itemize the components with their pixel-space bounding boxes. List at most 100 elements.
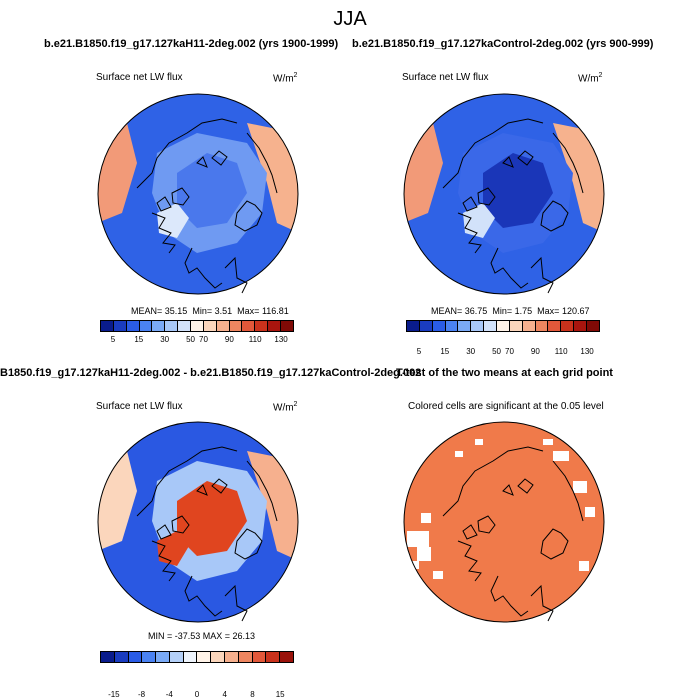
colorbar-bin xyxy=(238,652,253,662)
colorbar-bin xyxy=(183,652,198,662)
greenland-field xyxy=(157,203,189,238)
colorbar-bin xyxy=(432,321,446,331)
colorbar-bin xyxy=(509,321,523,331)
colorbar-bin xyxy=(242,321,256,331)
panel-1-stats: MEAN= 35.15 Min= 3.51 Max= 116.81 xyxy=(131,306,289,316)
colorbar-tick-label: 90 xyxy=(224,335,234,344)
colorbar-tick-label: 15 xyxy=(275,690,285,699)
panel-3-title: B1850.f19_g17.127kaH11-2deg.002 - b.e21.… xyxy=(0,367,422,379)
colorbar-bin xyxy=(114,652,129,662)
panel-3-units: W/m2 xyxy=(273,401,298,414)
panel-2-stats: MEAN= 36.75 Min= 1.75 Max= 120.67 xyxy=(431,306,590,316)
colorbar-bin xyxy=(113,321,127,331)
non-significant-cell xyxy=(475,439,483,445)
colorbar-tick-label: -15 xyxy=(108,690,120,699)
panel-1-colorbar-ticks: 5 15 30 50 70 90 110 130 xyxy=(100,333,294,345)
colorbar-tick-label: 30 xyxy=(160,335,170,344)
colorbar-bin xyxy=(252,652,267,662)
colorbar-bin xyxy=(280,652,293,662)
colorbar-bin xyxy=(522,321,536,331)
panel-2-variable: Surface net LW flux xyxy=(402,72,489,83)
arctic-field xyxy=(177,481,247,556)
colorbar-tick-label: 4 xyxy=(222,690,227,699)
colorbar-tick-label: 50 xyxy=(492,347,501,356)
panel-1-variable: Surface net LW flux xyxy=(96,72,183,83)
non-significant-cell xyxy=(417,547,431,561)
colorbar-tick-label: 110 xyxy=(248,335,262,344)
colorbar-tick-label: 110 xyxy=(554,347,568,356)
colorbar-bin xyxy=(445,321,459,331)
colorbar-bin xyxy=(255,321,269,331)
map-boundary xyxy=(97,421,299,623)
colorbar-bin xyxy=(497,321,510,331)
map-boundary xyxy=(403,421,605,623)
colorbar-tick-label: 70 xyxy=(505,347,514,356)
panel-1-colorbar xyxy=(100,320,294,332)
colorbar-tick-label: 15 xyxy=(440,347,450,356)
colorbar-bin xyxy=(142,652,157,662)
non-significant-cell xyxy=(421,513,431,523)
colorbar-tick-label: 5 xyxy=(416,347,422,356)
colorbar-bin xyxy=(139,321,153,331)
colorbar-bin xyxy=(156,652,170,662)
colorbar-tick-label: 130 xyxy=(274,335,288,344)
colorbar-bin xyxy=(587,321,599,331)
colorbar-tick-label: 30 xyxy=(466,347,476,356)
colorbar-bin xyxy=(191,321,204,331)
colorbar-bin xyxy=(128,652,143,662)
significant-area xyxy=(404,422,604,622)
colorbar-bin xyxy=(216,321,230,331)
colorbar-bin xyxy=(281,321,293,331)
colorbar-bin xyxy=(471,321,485,331)
colorbar-bin xyxy=(548,321,562,331)
non-significant-cell xyxy=(433,571,443,579)
panel-4-subtitle: Colored cells are significant at the 0.0… xyxy=(408,401,604,412)
panel-2-colorbar-ticks: 5 15 30 50 70 90 110 130 xyxy=(406,345,600,357)
coastlines xyxy=(136,446,278,622)
panel-2-map xyxy=(403,93,605,295)
colorbar-tick-label: 0 xyxy=(194,690,200,699)
non-significant-cell xyxy=(455,451,463,457)
non-significant-cell xyxy=(579,561,589,571)
colorbar-tick-label: 50 xyxy=(186,335,195,344)
non-significant-cell xyxy=(411,561,419,569)
colorbar-bin xyxy=(165,321,179,331)
panel-3-variable: Surface net LW flux xyxy=(96,401,183,412)
colorbar-bin xyxy=(407,321,420,331)
non-significant-cell xyxy=(407,531,429,547)
colorbar-bin xyxy=(178,321,192,331)
colorbar-bin xyxy=(101,321,114,331)
arctic-field xyxy=(483,153,553,228)
arctic-field xyxy=(177,153,247,228)
colorbar-bin xyxy=(266,652,281,662)
colorbar-bin xyxy=(458,321,472,331)
colorbar-bin xyxy=(229,321,243,331)
map-boundary xyxy=(403,93,605,295)
colorbar-bin xyxy=(169,652,184,662)
panel-1-units: W/m2 xyxy=(273,72,298,85)
panel-3-colorbar-ticks: -15 -8 -4 0 4 8 15 xyxy=(100,688,294,700)
coastlines xyxy=(442,446,584,622)
colorbar-tick-label: -8 xyxy=(138,690,146,699)
panel-3-stats: MIN = -37.53 MAX = 26.13 xyxy=(148,631,256,641)
panel-4-title: T-test of the two means at each grid poi… xyxy=(396,367,613,379)
panel-1-map xyxy=(97,93,299,295)
coastlines xyxy=(136,118,278,294)
colorbar-bin xyxy=(535,321,549,331)
colorbar-bin xyxy=(203,321,217,331)
non-significant-cell xyxy=(543,439,553,445)
colorbar-bin xyxy=(211,652,226,662)
non-significant-cell xyxy=(573,481,587,493)
colorbar-tick-label: -4 xyxy=(165,690,173,699)
non-significant-cell xyxy=(553,451,569,461)
map-boundary xyxy=(97,93,299,295)
colorbar-bin xyxy=(101,652,115,662)
colorbar-bin xyxy=(419,321,433,331)
colorbar-tick-label: 90 xyxy=(530,347,540,356)
panel-2-units: W/m2 xyxy=(578,72,603,85)
colorbar-tick-label: 8 xyxy=(250,690,255,699)
colorbar-tick-label: 5 xyxy=(110,335,116,344)
greenland-field xyxy=(157,531,189,566)
panel-4-map xyxy=(403,421,605,623)
colorbar-bin xyxy=(574,321,588,331)
